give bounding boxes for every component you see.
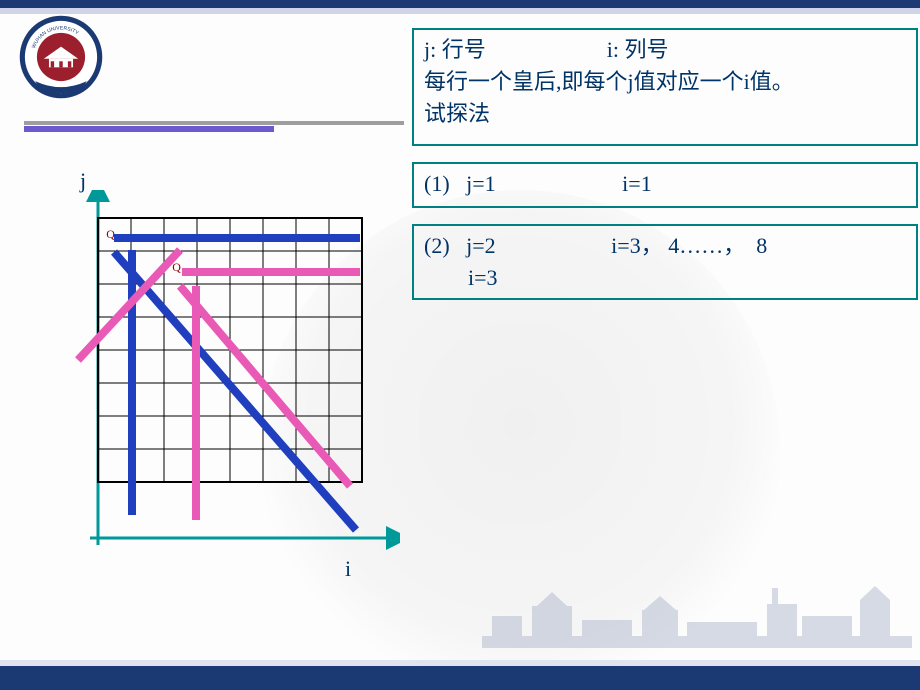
step-box-1: (1) j=1 i=1 [412,162,918,208]
info-box-1: j: 行号 i: 列号 每行一个皇后,即每个j值对应一个i值。 试探法 [412,28,918,146]
box3-spacer [496,233,612,258]
box3-line1: (2) j=2 i=3， 4……， 8 [424,230,906,262]
queen-label: Q [106,227,115,241]
box3-right: i=3， 4……， 8 [611,233,767,258]
top-bar-inner [0,8,920,14]
bottom-bar [0,666,920,690]
box2-left: (1) j=1 [424,171,496,196]
box1-line2: 每行一个皇后,即每个j值对应一个i值。 [424,66,906,98]
box1-line1: j: 行号 i: 列号 [424,34,906,66]
box2-right: i=1 [622,171,652,196]
pink-lines [78,250,360,520]
university-logo: WUHAN UNIVERSITY [18,14,104,100]
queens-chart: QQ [30,190,400,570]
box1-spacer [486,37,607,62]
box2-spacer [496,171,623,196]
slide: WUHAN UNIVERSITY j: 行号 i: 列号 每行一个皇后,即每个j… [0,0,920,690]
step-box-2: (2) j=2 i=3， 4……， 8 i=3 [412,224,918,300]
campus-silhouette [482,576,912,666]
box1-line3: 试探法 [424,98,906,130]
box1-j-label: j: 行号 [424,37,486,62]
box3-left: (2) j=2 [424,233,496,258]
divider-strip [24,120,404,134]
box3-line2: i=3 [424,262,906,294]
box1-i-label: i: 列号 [607,37,669,62]
box2-line: (1) j=1 i=1 [424,168,906,200]
